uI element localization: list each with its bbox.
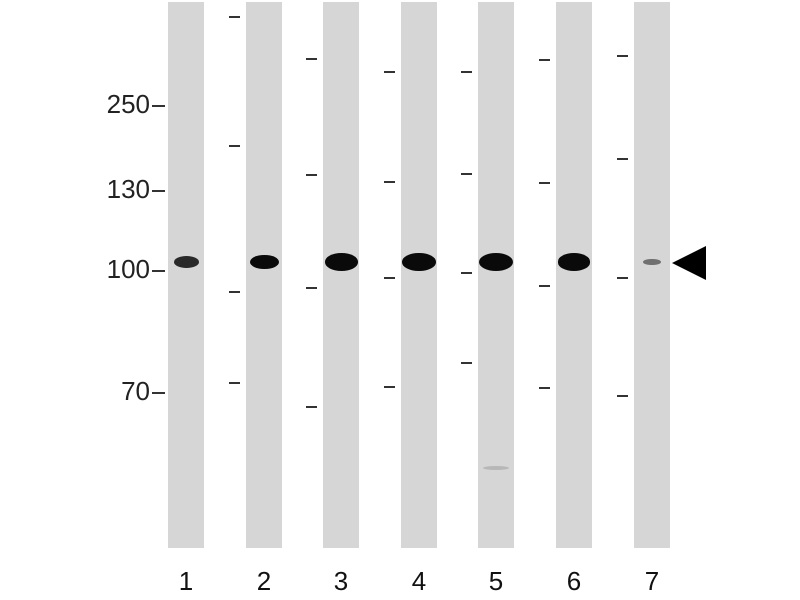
ladder-marker — [539, 387, 550, 389]
lane-2 — [246, 2, 282, 548]
lane-6 — [556, 2, 592, 548]
lane-label: 3 — [333, 566, 349, 596]
protein-band — [557, 253, 591, 271]
ladder-marker — [229, 382, 240, 384]
ladder-marker — [384, 386, 395, 388]
lane-label: 7 — [644, 566, 660, 596]
protein-band — [643, 258, 661, 266]
ladder-marker — [617, 395, 628, 397]
ladder-marker — [384, 277, 395, 279]
protein-band — [479, 253, 513, 271]
lane-label: 4 — [411, 566, 427, 596]
mw-tick — [152, 392, 165, 394]
ladder-marker — [539, 59, 550, 61]
protein-band — [249, 254, 279, 270]
lane-7 — [634, 2, 670, 548]
ladder-marker — [539, 285, 550, 287]
ladder-marker — [384, 181, 395, 183]
mw-tick — [152, 190, 165, 192]
ladder-marker — [229, 16, 240, 18]
mw-tick — [152, 270, 165, 272]
ladder-marker — [229, 145, 240, 147]
ladder-marker — [617, 158, 628, 160]
ladder-marker — [306, 287, 317, 289]
ladder-marker — [306, 406, 317, 408]
ladder-marker — [461, 272, 472, 274]
ladder-marker — [229, 291, 240, 293]
ladder-marker — [461, 173, 472, 175]
lane-1 — [168, 2, 204, 548]
lane-label: 6 — [566, 566, 582, 596]
ladder-marker — [461, 362, 472, 364]
ladder-marker — [306, 174, 317, 176]
arrowhead-left-icon — [672, 246, 706, 280]
lane-3 — [323, 2, 359, 548]
ladder-marker — [539, 182, 550, 184]
lane-label: 2 — [256, 566, 272, 596]
mw-label: 250 — [106, 89, 150, 119]
mw-tick — [152, 105, 165, 107]
protein-band — [402, 253, 436, 271]
protein-band — [173, 256, 199, 268]
ladder-marker — [617, 55, 628, 57]
mw-label: 130 — [106, 174, 150, 204]
lane-label: 1 — [178, 566, 194, 596]
ladder-marker — [384, 71, 395, 73]
faint-band — [483, 466, 509, 470]
lane-4 — [401, 2, 437, 548]
mw-label: 100 — [106, 254, 150, 284]
ladder-marker — [461, 71, 472, 73]
mw-label: 70 — [121, 376, 150, 406]
ladder-marker — [617, 277, 628, 279]
ladder-marker — [306, 58, 317, 60]
lane-5 — [478, 2, 514, 548]
protein-band — [324, 253, 358, 271]
lane-label: 5 — [488, 566, 504, 596]
